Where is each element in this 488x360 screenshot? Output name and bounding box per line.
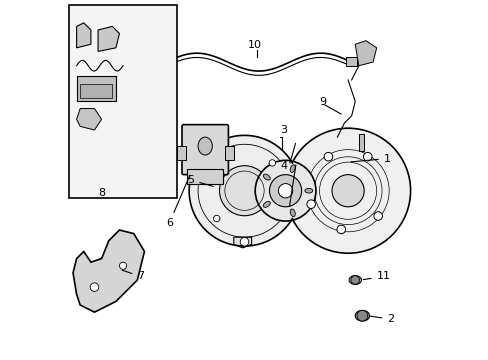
Bar [176,146,185,160]
Circle shape [278,184,292,198]
Circle shape [240,238,248,246]
Bar [69,5,176,198]
Text: 10: 10 [248,40,262,50]
Ellipse shape [304,188,312,193]
Text: 2: 2 [370,314,394,324]
Polygon shape [73,230,144,312]
Text: 6: 6 [165,175,189,228]
Circle shape [213,160,220,166]
Bar [224,146,233,160]
Circle shape [219,166,269,216]
Ellipse shape [290,165,295,172]
Text: 1: 1 [350,154,390,163]
Circle shape [285,128,410,253]
Polygon shape [354,41,376,66]
Ellipse shape [263,174,270,180]
Text: 3: 3 [280,125,286,135]
Circle shape [356,310,367,321]
Text: 5: 5 [187,175,213,186]
Bar [80,84,112,98]
Text: 9: 9 [319,97,326,107]
Bar [358,134,364,152]
Bar [160,58,171,66]
Circle shape [213,215,220,222]
Text: 7: 7 [122,270,144,282]
Text: 8: 8 [98,188,105,198]
Circle shape [119,262,126,269]
Circle shape [336,225,345,234]
Ellipse shape [354,310,369,321]
Circle shape [255,160,315,221]
Polygon shape [77,109,102,130]
Circle shape [269,175,301,207]
Ellipse shape [348,275,361,284]
Text: 4: 4 [280,161,287,171]
Circle shape [373,212,382,220]
Circle shape [363,152,371,161]
Circle shape [90,283,99,292]
Circle shape [331,175,364,207]
FancyBboxPatch shape [182,125,228,175]
Polygon shape [233,237,251,248]
Polygon shape [77,23,91,48]
Circle shape [268,160,275,166]
Polygon shape [98,26,119,51]
Ellipse shape [263,201,270,207]
Bar [187,169,223,184]
Circle shape [350,276,359,284]
Ellipse shape [290,209,295,217]
Circle shape [306,200,315,208]
Text: 11: 11 [363,271,390,282]
Circle shape [189,135,299,246]
Circle shape [324,152,332,161]
Bar [346,58,356,66]
Ellipse shape [198,137,212,155]
Polygon shape [77,76,116,102]
